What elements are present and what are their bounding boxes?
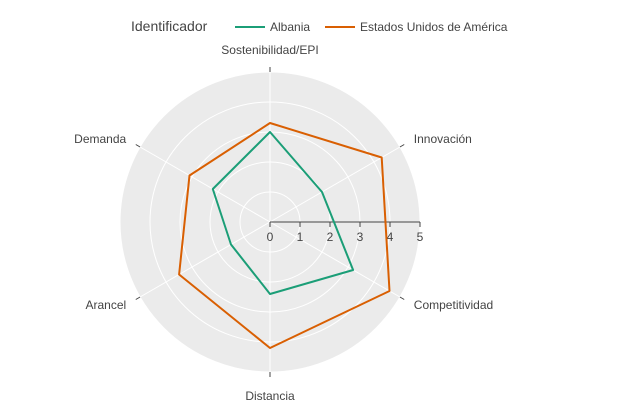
axis-label-0: Sostenibilidad/EPI	[221, 43, 318, 57]
angular-tick-1	[399, 144, 405, 148]
angular-axes	[135, 67, 405, 377]
axis-labels: Sostenibilidad/EPI Innovación Competitivid…	[74, 43, 493, 403]
axis-label-2: Competitividad	[414, 298, 493, 312]
spoke-5	[139, 146, 271, 223]
radial-tick-label-0: 0	[267, 230, 274, 244]
angular-tick-4	[135, 296, 141, 300]
series-layer	[178, 122, 391, 349]
legend-title: Identificador	[131, 18, 208, 34]
legend-item-usa[interactable]: Estados Unidos de América	[325, 20, 508, 34]
spoke-2	[269, 221, 401, 298]
angular-tick-2	[399, 296, 405, 300]
axis-label-4: Arancel	[86, 298, 127, 312]
legend-item-albania[interactable]: Albania	[235, 20, 310, 34]
radial-tick-label-5: 5	[417, 230, 424, 244]
radial-tick-label-2: 2	[327, 230, 334, 244]
legend: Identificador Albania Estados Unidos de …	[131, 18, 508, 34]
radial-tick-label-4: 4	[387, 230, 394, 244]
spoke-4	[139, 221, 271, 298]
radial-tick-label-3: 3	[357, 230, 364, 244]
radial-tick-label-1: 1	[297, 230, 304, 244]
axis-label-5: Demanda	[74, 132, 126, 146]
legend-label-usa: Estados Unidos de América	[360, 20, 508, 34]
angular-tick-5	[135, 144, 141, 148]
axis-label-1: Innovación	[414, 132, 472, 146]
series-line-albania	[211, 131, 355, 295]
series-line-estados-unidos-de-am-rica	[178, 122, 391, 349]
radial-ticks: 0 1 2 3 4 5	[267, 221, 424, 244]
axis-label-3: Distancia	[245, 389, 295, 403]
spoke-1	[269, 146, 401, 223]
legend-label-albania: Albania	[270, 20, 310, 34]
